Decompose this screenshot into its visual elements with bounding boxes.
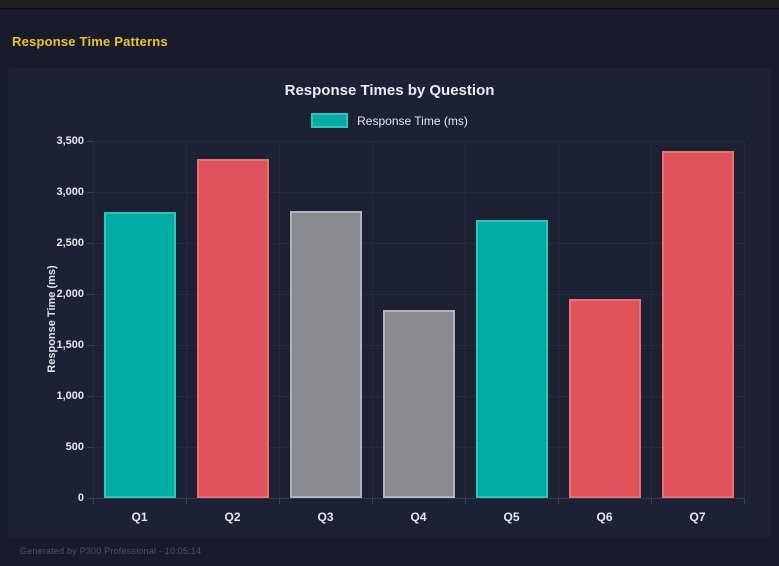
- gridline-vertical: [186, 141, 187, 498]
- gridline-horizontal: [93, 294, 744, 295]
- y-tick-label: 2,000: [56, 287, 84, 300]
- x-axis-tick: [465, 498, 466, 504]
- gridline-vertical: [558, 141, 559, 498]
- y-axis-tick: [87, 243, 93, 244]
- gridline-vertical: [744, 141, 745, 498]
- bar-q3[interactable]: [289, 211, 362, 498]
- y-tick-label: 3,000: [56, 185, 84, 198]
- x-axis-tick: [372, 498, 373, 504]
- y-axis-tick: [87, 294, 93, 295]
- chart-legend[interactable]: Response Time (ms): [0, 113, 779, 128]
- y-axis-tick: [87, 396, 93, 397]
- bar-q5[interactable]: [475, 220, 548, 498]
- y-axis-tick: [87, 345, 93, 346]
- y-tick-label: 2,500: [56, 236, 84, 249]
- x-axis-tick: [93, 498, 94, 504]
- y-axis-tick: [87, 192, 93, 193]
- legend-swatch-response-time: [311, 113, 349, 128]
- x-tick-label-q6: Q6: [596, 510, 613, 524]
- footer-generated-note: Generated by P300 Professional - 10:05:1…: [20, 546, 202, 556]
- gridline-horizontal: [93, 243, 744, 244]
- x-tick-label-q4: Q4: [410, 510, 427, 524]
- y-tick-label: 1,500: [56, 338, 84, 351]
- y-axis-title: Response Time (ms): [46, 265, 58, 373]
- x-axis-tick: [651, 498, 652, 504]
- x-tick-label-q2: Q2: [224, 510, 241, 524]
- x-axis-tick: [558, 498, 559, 504]
- gridline-vertical: [372, 141, 373, 498]
- chart-title: Response Times by Question: [284, 82, 495, 99]
- gridline-horizontal: [93, 498, 744, 499]
- bar-q2[interactable]: [196, 158, 269, 498]
- x-tick-label-q5: Q5: [503, 510, 520, 524]
- y-tick-label: 3,500: [56, 134, 84, 147]
- y-tick-label: 500: [65, 440, 84, 453]
- x-axis-tick: [279, 498, 280, 504]
- x-tick-label-q3: Q3: [317, 510, 334, 524]
- gridline-vertical: [465, 141, 466, 498]
- y-axis-tick: [87, 498, 93, 499]
- gridline-vertical: [651, 141, 652, 498]
- y-axis-tick: [87, 447, 93, 448]
- page-title: Response Time Patterns: [12, 34, 168, 49]
- x-tick-label-q7: Q7: [689, 510, 706, 524]
- bar-q6[interactable]: [568, 298, 641, 498]
- bar-q7[interactable]: [661, 151, 734, 498]
- window-top-strip: [0, 0, 779, 9]
- bar-q1[interactable]: [103, 212, 176, 498]
- gridline-vertical: [279, 141, 280, 498]
- x-axis-tick: [744, 498, 745, 504]
- y-tick-label: 0: [77, 491, 84, 504]
- legend-label: Response Time (ms): [357, 113, 468, 128]
- y-tick-label: 1,000: [56, 389, 84, 402]
- x-axis-tick: [186, 498, 187, 504]
- bar-q4[interactable]: [382, 309, 455, 498]
- x-tick-label-q1: Q1: [131, 510, 148, 524]
- gridline-horizontal: [93, 141, 744, 142]
- gridline-horizontal: [93, 192, 744, 193]
- gridline-vertical: [93, 141, 94, 498]
- y-axis-tick: [87, 141, 93, 142]
